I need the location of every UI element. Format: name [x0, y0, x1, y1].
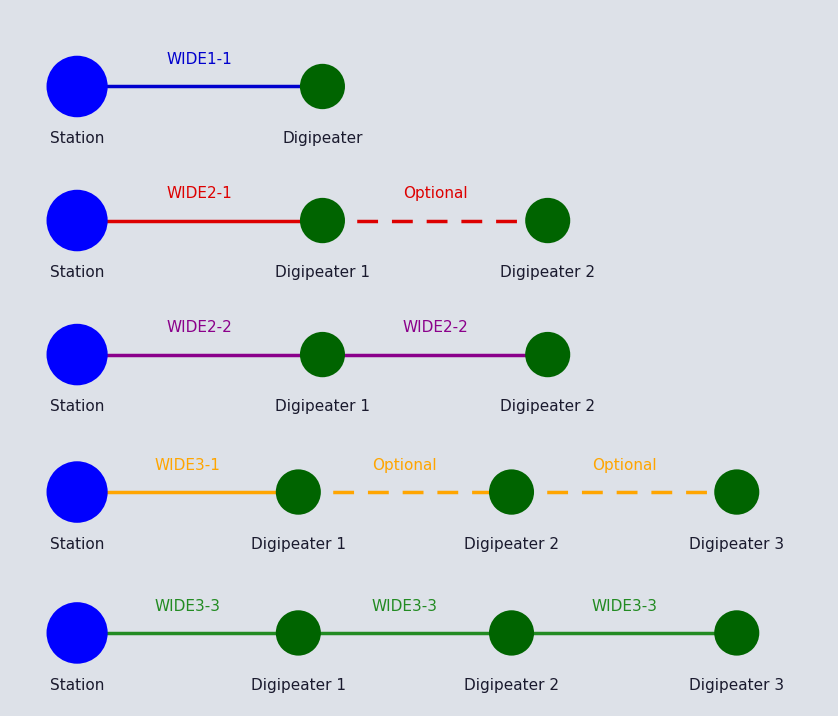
- Text: Optional: Optional: [592, 458, 656, 473]
- Ellipse shape: [525, 332, 570, 377]
- Ellipse shape: [47, 324, 107, 385]
- Text: Digipeater: Digipeater: [282, 131, 363, 146]
- Text: WIDE3-1: WIDE3-1: [155, 458, 220, 473]
- Text: Station: Station: [50, 677, 104, 692]
- Text: Digipeater 1: Digipeater 1: [251, 677, 346, 692]
- Ellipse shape: [300, 332, 345, 377]
- Text: Station: Station: [50, 400, 104, 415]
- Ellipse shape: [47, 190, 107, 251]
- Ellipse shape: [300, 198, 345, 243]
- Ellipse shape: [714, 610, 759, 656]
- Text: WIDE3-3: WIDE3-3: [372, 599, 438, 614]
- Ellipse shape: [489, 470, 534, 515]
- Text: WIDE1-1: WIDE1-1: [167, 52, 233, 67]
- Text: WIDE3-3: WIDE3-3: [155, 599, 220, 614]
- Text: Digipeater 1: Digipeater 1: [275, 400, 370, 415]
- Ellipse shape: [47, 56, 107, 117]
- Text: WIDE2-1: WIDE2-1: [167, 186, 233, 201]
- Text: WIDE3-3: WIDE3-3: [591, 599, 657, 614]
- Text: Digipeater 2: Digipeater 2: [500, 265, 595, 280]
- Text: Optional: Optional: [403, 186, 468, 201]
- Ellipse shape: [489, 610, 534, 656]
- Text: WIDE2-2: WIDE2-2: [167, 320, 233, 335]
- Ellipse shape: [276, 610, 321, 656]
- Ellipse shape: [714, 470, 759, 515]
- Text: Digipeater 3: Digipeater 3: [689, 677, 784, 692]
- Text: Digipeater 1: Digipeater 1: [251, 537, 346, 552]
- Text: Optional: Optional: [373, 458, 437, 473]
- Text: Digipeater 1: Digipeater 1: [275, 265, 370, 280]
- Text: Digipeater 3: Digipeater 3: [689, 537, 784, 552]
- Ellipse shape: [47, 461, 107, 523]
- Text: Station: Station: [50, 131, 104, 146]
- Ellipse shape: [525, 198, 570, 243]
- Text: Digipeater 2: Digipeater 2: [500, 400, 595, 415]
- Ellipse shape: [276, 470, 321, 515]
- Text: Station: Station: [50, 265, 104, 280]
- Ellipse shape: [47, 602, 107, 664]
- Text: WIDE2-2: WIDE2-2: [402, 320, 468, 335]
- Text: Digipeater 2: Digipeater 2: [464, 677, 559, 692]
- Text: Station: Station: [50, 537, 104, 552]
- Text: Digipeater 2: Digipeater 2: [464, 537, 559, 552]
- Ellipse shape: [300, 64, 345, 109]
